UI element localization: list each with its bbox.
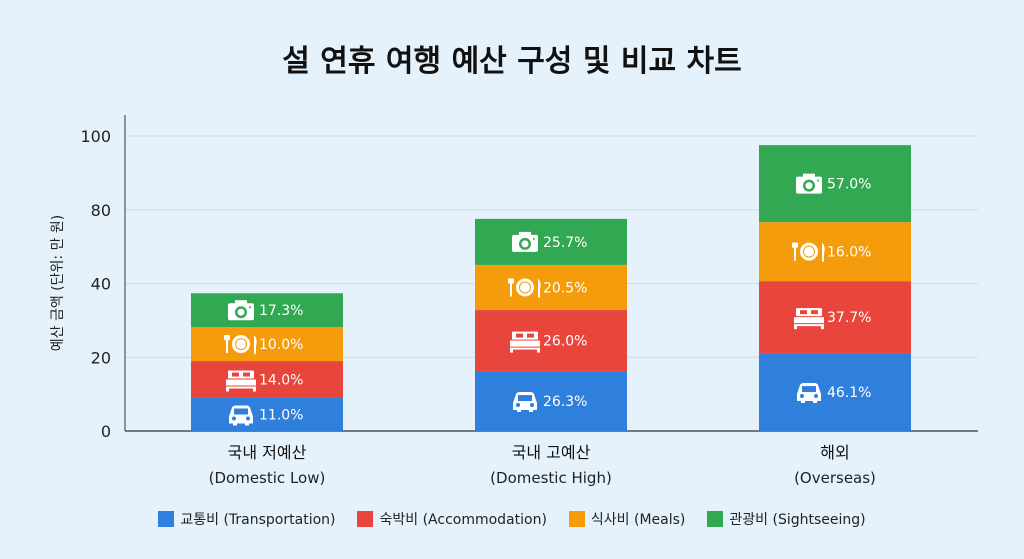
legend-swatch [357,511,374,527]
y-tick-label: 80 [91,201,111,220]
y-tick-label: 40 [91,275,111,294]
bed-icon [226,370,256,392]
data-label: 26.0% [543,334,587,350]
legend-swatch [158,511,175,527]
bar-segment [191,293,343,328]
legend-item: 교통비 (Transportation) [158,509,335,529]
bar-segment [475,310,627,372]
bar-segment [475,218,627,265]
y-tick-label: 0 [101,422,111,441]
bed-icon [510,331,540,353]
x-tick-sublabel: (Domestic High) [490,469,612,487]
car-icon [229,405,253,426]
legend-swatch [707,511,724,527]
camera-icon [228,300,254,321]
car-icon [797,383,821,404]
y-tick-label: 20 [91,348,111,367]
y-axis-label: 예산 금액 (단위: 만 원) [50,215,66,351]
dining-icon [224,335,257,355]
data-label: 11.0% [259,407,303,423]
legend-item: 관광비 (Sightseeing) [707,509,866,529]
x-tick-label: 국내 고예산 [512,443,591,462]
x-tick-label: 국내 저예산 [228,443,307,462]
bar-segment [759,353,911,431]
car-icon [513,392,537,413]
legend: 교통비 (Transportation) 숙박비 (Accommodation) 식… [0,509,1024,529]
bar-segment [191,361,343,398]
legend-label: 관광비 (Sightseeing) [729,512,866,528]
chart-title: 설 연휴 여행 예산 구성 및 비교 차트 [282,44,742,79]
data-label: 26.3% [543,394,587,410]
y-tick-label: 100 [80,127,111,146]
legend-label: 교통비 (Transportation) [180,512,336,528]
bar-segment [475,371,627,431]
legend-item: 숙박비 (Accommodation) [357,509,547,529]
legend-swatch [568,511,585,527]
x-tick-label: 해외 [820,443,849,462]
bar-segment [759,145,911,223]
legend-label: 식사비 (Meals) [590,512,686,528]
data-label: 10.0% [259,337,303,353]
dining-icon [508,278,541,298]
x-tick-sublabel: (Overseas) [794,469,876,487]
data-label: 20.5% [543,280,587,296]
legend-item: 식사비 (Meals) [568,509,686,529]
camera-icon [796,173,822,194]
bed-icon [794,308,824,330]
dining-icon [792,242,825,262]
bar-segment [759,281,911,354]
data-label: 46.1% [827,385,871,401]
bar-segment [475,264,627,311]
data-label: 14.0% [259,373,303,389]
bar-segment [191,397,343,431]
data-label: 37.7% [827,310,871,326]
data-label: 16.0% [827,245,871,261]
x-tick-sublabel: (Domestic Low) [209,469,326,487]
data-label: 17.3% [259,303,303,319]
bar-segment [759,222,911,282]
bar-segment [191,327,343,362]
data-label: 25.7% [543,235,587,251]
data-label: 57.0% [827,177,871,193]
camera-icon [512,231,538,252]
legend-label: 숙박비 (Accommodation) [379,512,547,528]
